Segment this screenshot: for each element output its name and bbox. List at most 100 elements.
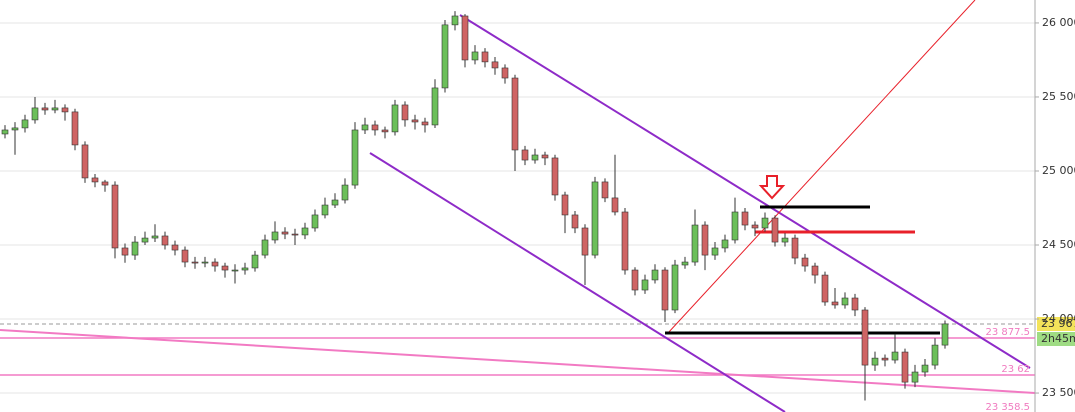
candle-body [71, 111, 79, 146]
y-tick-label: 24 000 [1042, 312, 1075, 325]
red-trendline [667, 0, 976, 334]
countdown-label: 2h45m [1041, 332, 1075, 345]
channel-lower [369, 152, 786, 412]
candle-body [911, 371, 919, 383]
candle-body [731, 211, 739, 241]
candle-body [741, 211, 749, 226]
candle-body [791, 237, 799, 259]
candle-body [671, 264, 679, 311]
candle-body [771, 217, 779, 243]
candle-body [571, 214, 579, 229]
candle-body [881, 357, 889, 361]
candle-body [61, 107, 69, 113]
candle-body [301, 227, 309, 236]
candle-body [211, 261, 219, 267]
candle-body [641, 279, 649, 291]
candle-body [521, 149, 529, 161]
candle-body [361, 124, 369, 131]
y-tick-label: 26 000 [1042, 16, 1075, 29]
candle-body [511, 77, 519, 151]
candle-body [291, 233, 299, 236]
candle-body [461, 15, 469, 61]
candle-body [761, 217, 769, 229]
candle-body [661, 269, 669, 311]
level-label: 23 877.5 [985, 327, 1030, 338]
candle-body [701, 224, 709, 256]
candle-body [841, 297, 849, 306]
candle-body [1, 129, 9, 135]
candle-body [581, 227, 589, 256]
last-price-label: 23 967 [1041, 317, 1075, 330]
candle-body [481, 51, 489, 63]
candle-body [591, 181, 599, 256]
candle-body [171, 244, 179, 251]
candle-body [21, 119, 29, 129]
candle-body [151, 235, 159, 239]
candle-body [81, 144, 89, 179]
candle-body [241, 267, 249, 271]
candle-body [371, 124, 379, 131]
candle-body [441, 24, 449, 89]
pink-trendline [0, 329, 1036, 394]
candle-body [231, 269, 239, 272]
candle-body [251, 254, 259, 269]
candle-body [801, 257, 809, 267]
candle-body [431, 87, 439, 126]
countdown-box [1037, 332, 1075, 346]
candle-body [901, 351, 909, 383]
candle-body [831, 301, 839, 306]
candle-body [311, 214, 319, 229]
candle-body [31, 107, 39, 121]
candle-body [271, 231, 279, 241]
candle-body [751, 224, 759, 229]
candle-body [781, 237, 789, 243]
candle-body [931, 344, 939, 366]
candle-body [331, 199, 339, 206]
candle-body [161, 235, 169, 246]
candle-body [321, 204, 329, 216]
candle-body [141, 237, 149, 243]
candle-body [861, 309, 869, 366]
candle-body [501, 67, 509, 79]
candle-body [131, 241, 139, 256]
candle-body [121, 247, 129, 256]
candle-body [181, 249, 189, 263]
candle-body [351, 129, 359, 186]
level-label: 23 62 [1001, 364, 1030, 375]
candle-body [201, 261, 209, 264]
candle-body [631, 269, 639, 291]
candle-body [51, 107, 59, 111]
candle-body [541, 154, 549, 159]
candle-body [561, 194, 569, 216]
down-arrow [758, 175, 786, 200]
candle-body [691, 224, 699, 263]
candle-body [551, 157, 559, 196]
y-tick-label: 25 000 [1042, 164, 1075, 177]
candle-body [101, 181, 109, 186]
candle-body [471, 51, 479, 61]
candle-body [191, 261, 199, 264]
candle-body [91, 177, 99, 183]
channel-upper [459, 14, 1031, 369]
candle-body [611, 197, 619, 213]
candle-body [711, 247, 719, 256]
candle-body [891, 351, 899, 361]
candle-body [821, 274, 829, 303]
candle-body [721, 239, 729, 249]
candle-body [391, 104, 399, 133]
candle-body [621, 211, 629, 271]
drawings [0, 0, 1036, 412]
candle-body [41, 107, 49, 111]
level-label: 23 358.5 [985, 402, 1030, 412]
candles [1, 11, 949, 401]
candle-body [871, 357, 879, 366]
candle-body [651, 269, 659, 281]
candle-body [451, 15, 459, 26]
candle-body [921, 364, 929, 373]
candle-body [221, 265, 229, 271]
candle-body [601, 181, 609, 199]
candle-body [811, 265, 819, 276]
candle-body [381, 129, 389, 133]
y-tick-label: 23 500 [1042, 386, 1075, 399]
